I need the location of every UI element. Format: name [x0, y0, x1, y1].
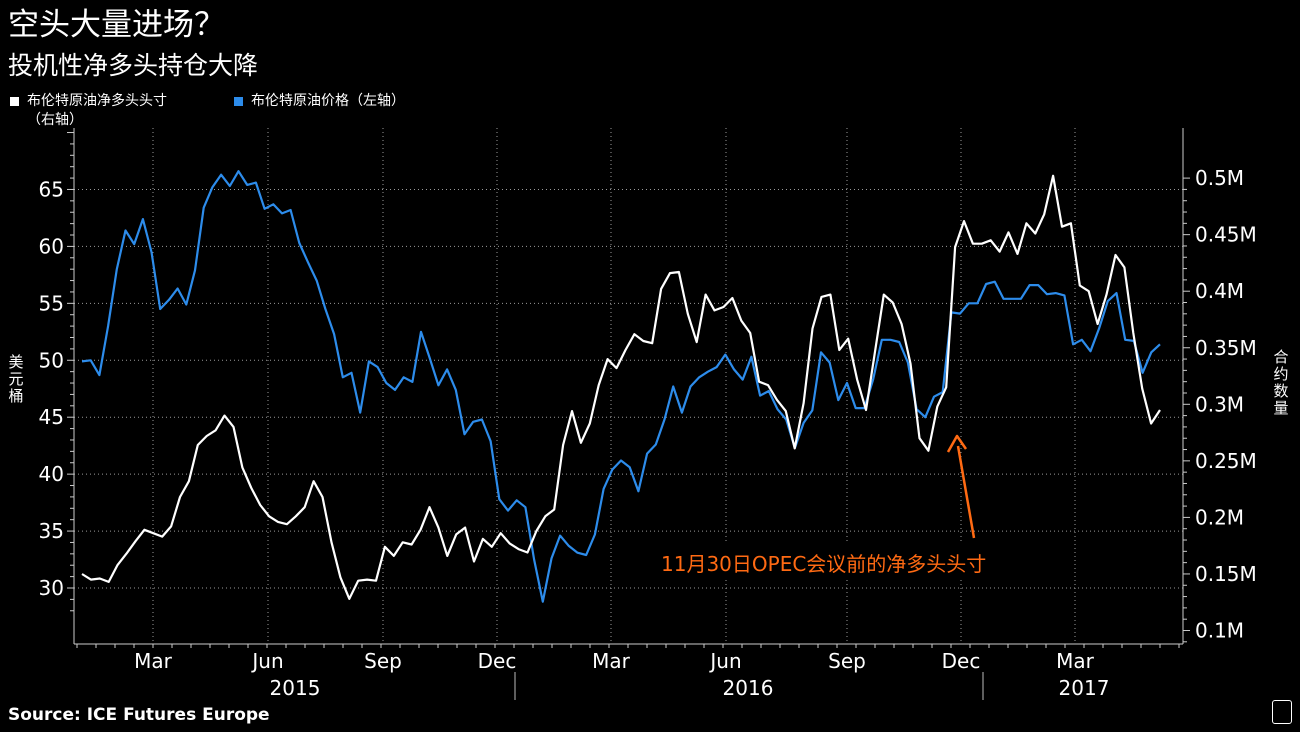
- year-label: 2016: [723, 676, 774, 700]
- annotation-text: 11月30日OPEC会议前的净多头头寸: [661, 552, 986, 576]
- x-tick-label: Sep: [364, 649, 402, 673]
- right-tick-label: 0.15M: [1195, 562, 1257, 586]
- right-tick-label: 0.1M: [1195, 619, 1244, 643]
- x-tick-label: Mar: [592, 649, 631, 673]
- x-tick-label: Jun: [250, 649, 283, 673]
- series-line-brent-price: [81, 170, 1161, 603]
- legend-item-brent-price: 布伦特原油价格（左轴）: [232, 92, 405, 111]
- left-tick-label: 65: [39, 177, 64, 201]
- right-axis-title: 约: [1273, 365, 1288, 383]
- legend-label-net-long: 布伦特原油净多头头寸: [27, 93, 167, 109]
- right-tick-label: 0.4M: [1195, 279, 1244, 303]
- x-tick-label: Dec: [942, 649, 981, 673]
- right-tick-label: 0.25M: [1195, 449, 1257, 473]
- left-tick-label: 35: [39, 519, 64, 543]
- x-tick-label: Mar: [1056, 649, 1095, 673]
- left-tick-label: 60: [39, 234, 64, 258]
- right-axis-title: 数: [1273, 382, 1288, 400]
- left-axis-title: 元: [8, 370, 23, 388]
- annotation-arrow-head: [946, 434, 968, 453]
- right-tick-label: 0.35M: [1195, 336, 1257, 360]
- x-tick-label: Jun: [708, 649, 741, 673]
- right-tick-label: 0.45M: [1195, 223, 1257, 247]
- right-tick-label: 0.3M: [1195, 392, 1244, 416]
- left-tick-label: 40: [39, 462, 64, 486]
- annotation-background: [650, 544, 1038, 578]
- year-label: 2015: [270, 676, 321, 700]
- chart-icon: [1272, 700, 1292, 724]
- x-tick-label: Dec: [478, 649, 517, 673]
- annotation-arrow-shaft: [956, 445, 976, 539]
- left-tick-label: 55: [39, 291, 64, 315]
- x-tick-label: Sep: [828, 649, 866, 673]
- legend-label-net-long-axis: （右轴）: [27, 112, 83, 128]
- legend-swatch-white: [10, 97, 19, 106]
- series-line-net-long: [81, 174, 1161, 600]
- left-axis-title: 美: [8, 353, 23, 371]
- right-tick-label: 0.2M: [1195, 505, 1244, 529]
- legend-swatch-blue: [234, 97, 243, 106]
- chart-title: 空头大量进场？: [8, 7, 225, 43]
- right-axis-title: 量: [1273, 399, 1288, 417]
- left-tick-label: 30: [39, 576, 64, 600]
- legend-item-net-long: 布伦特原油净多头头寸 （右轴）: [8, 92, 167, 130]
- year-label: 2017: [1059, 676, 1110, 700]
- right-axis-title: 合: [1273, 348, 1288, 366]
- left-tick-label: 50: [39, 348, 64, 372]
- source-note: Source: ICE Futures Europe: [8, 705, 270, 725]
- chart-subtitle: 投机性净多头持仓大降: [8, 51, 259, 80]
- right-tick-label: 0.5M: [1195, 166, 1244, 190]
- left-tick-label: 45: [39, 405, 64, 429]
- legend-label-brent-price: 布伦特原油价格（左轴）: [251, 93, 405, 109]
- left-axis-title: 桶: [8, 387, 23, 405]
- x-tick-label: Mar: [134, 649, 173, 673]
